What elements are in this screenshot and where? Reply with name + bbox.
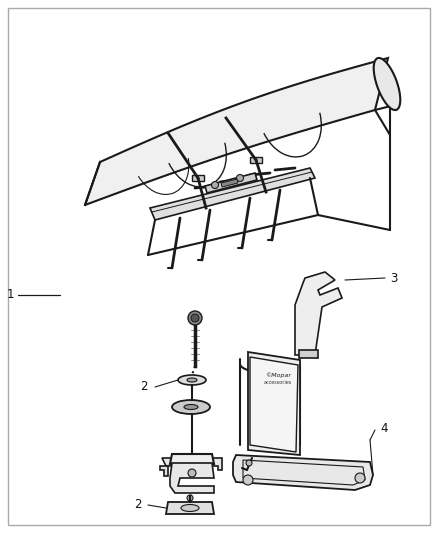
Ellipse shape (181, 505, 199, 512)
Polygon shape (212, 458, 222, 470)
Circle shape (188, 469, 196, 477)
Polygon shape (250, 357, 298, 452)
Polygon shape (248, 352, 300, 455)
Text: 4: 4 (380, 422, 388, 434)
Circle shape (187, 495, 193, 501)
Polygon shape (295, 272, 342, 355)
Polygon shape (205, 173, 257, 193)
Ellipse shape (374, 58, 400, 110)
Circle shape (212, 182, 219, 189)
Polygon shape (192, 175, 204, 181)
Polygon shape (170, 454, 214, 464)
Polygon shape (162, 458, 172, 466)
Text: 2: 2 (141, 381, 148, 393)
Text: 1: 1 (7, 288, 14, 302)
Text: accessories: accessories (264, 381, 292, 385)
Circle shape (243, 475, 253, 485)
Polygon shape (160, 466, 168, 476)
Circle shape (188, 311, 202, 325)
Polygon shape (166, 502, 214, 514)
Ellipse shape (178, 375, 206, 385)
Ellipse shape (184, 405, 198, 409)
Polygon shape (150, 168, 315, 220)
Circle shape (355, 473, 365, 483)
Ellipse shape (172, 400, 210, 414)
Polygon shape (170, 463, 214, 493)
Polygon shape (233, 455, 373, 490)
Polygon shape (299, 350, 318, 358)
Text: 2: 2 (134, 498, 142, 512)
Text: 3: 3 (390, 271, 397, 285)
Circle shape (191, 314, 199, 322)
Polygon shape (221, 179, 238, 187)
Circle shape (246, 460, 252, 466)
Polygon shape (250, 157, 262, 163)
Ellipse shape (187, 378, 197, 382)
Circle shape (237, 174, 244, 182)
Text: ©Mopar: ©Mopar (265, 372, 291, 378)
Polygon shape (85, 58, 388, 205)
